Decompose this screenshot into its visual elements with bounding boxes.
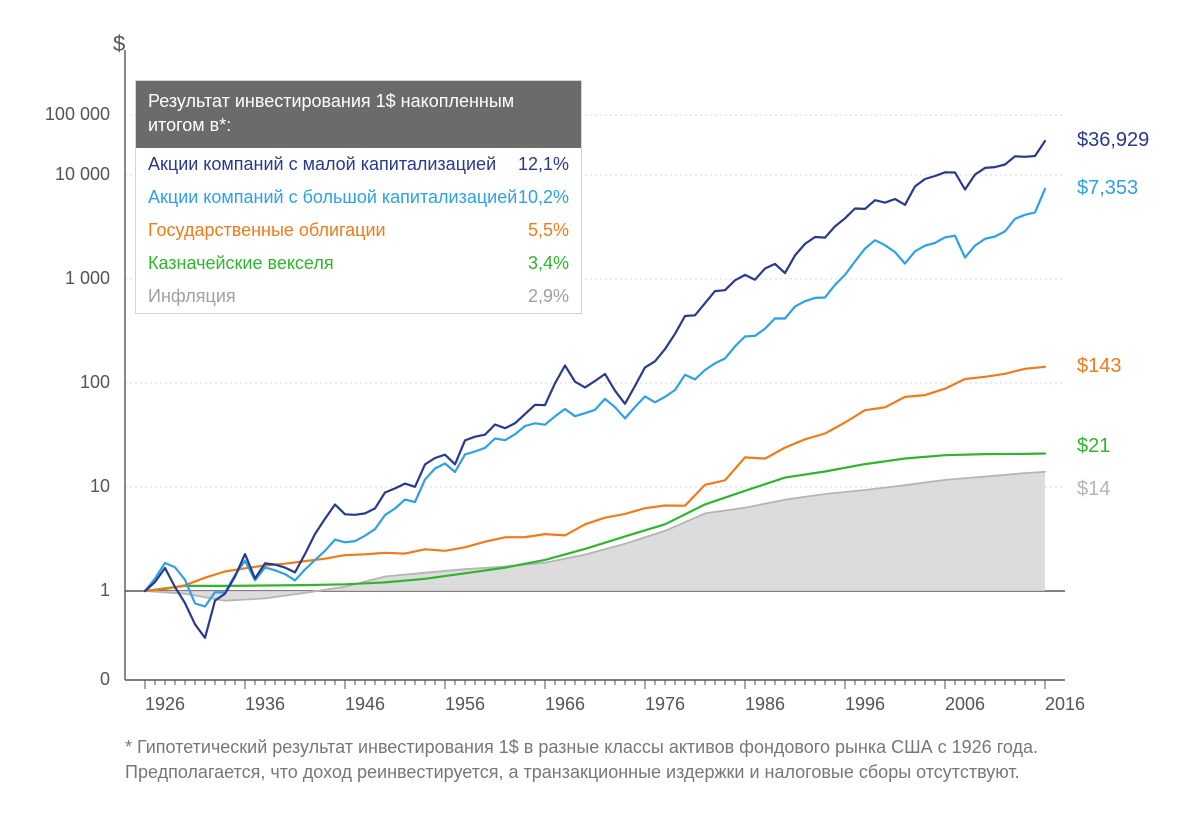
y-tick-label: 10 000: [0, 164, 110, 185]
y-tick-label: 0: [0, 669, 110, 690]
currency-symbol: $: [113, 31, 125, 57]
legend-row: Казначейские векселя 3,4%: [136, 247, 581, 280]
x-tick-label: 1966: [545, 694, 585, 715]
y-tick-label: 100 000: [0, 104, 110, 125]
chart-footnote: * Гипотетический результат инвестировани…: [125, 735, 1125, 785]
end-label-inflation: $14: [1077, 478, 1110, 501]
legend-pct: 10,2%: [518, 187, 569, 208]
x-tick-label: 1946: [345, 694, 385, 715]
y-tick-label: 1: [0, 580, 110, 601]
x-tick-label: 2006: [945, 694, 985, 715]
legend-label: Акции компаний с большой капитализацией: [148, 187, 517, 208]
x-tick-label: 1996: [845, 694, 885, 715]
x-tick-label: 2016: [1045, 694, 1085, 715]
legend-label: Казначейские векселя: [148, 253, 334, 274]
x-tick-label: 1926: [145, 694, 185, 715]
end-label-gov_bonds: $143: [1077, 355, 1122, 378]
legend-label: Акции компаний с малой капитализацией: [148, 154, 496, 175]
legend-pct: 12,1%: [518, 154, 569, 175]
end-label-large_cap: $7,353: [1077, 177, 1138, 200]
legend-pct: 2,9%: [528, 286, 569, 307]
legend-label: Государственные облигации: [148, 220, 386, 241]
y-tick-label: 100: [0, 372, 110, 393]
investment-growth-chart: $ 0 1 10 100 1 000 10 000 100 000 1926 1936 1946…: [0, 0, 1200, 813]
y-tick-label: 10: [0, 476, 110, 497]
legend-row: Акции компаний с малой капитализацией 12,…: [136, 148, 581, 181]
y-tick-label: 1 000: [0, 268, 110, 289]
legend-row: Инфляция 2,9%: [136, 280, 581, 313]
end-label-t_bills: $21: [1077, 435, 1110, 458]
legend-pct: 5,5%: [528, 220, 569, 241]
legend-title: Результат инвестирования 1$ накопленным …: [136, 81, 581, 148]
legend-pct: 3,4%: [528, 253, 569, 274]
legend-row: Государственные облигации 5,5%: [136, 214, 581, 247]
legend-box: Результат инвестирования 1$ накопленным …: [135, 80, 582, 314]
legend-label: Инфляция: [148, 286, 236, 307]
x-tick-label: 1956: [445, 694, 485, 715]
legend-row: Акции компаний с большой капитализацией1…: [136, 181, 581, 214]
x-tick-label: 1986: [745, 694, 785, 715]
x-tick-label: 1976: [645, 694, 685, 715]
x-tick-label: 1936: [245, 694, 285, 715]
end-label-small_cap: $36,929: [1077, 129, 1149, 152]
